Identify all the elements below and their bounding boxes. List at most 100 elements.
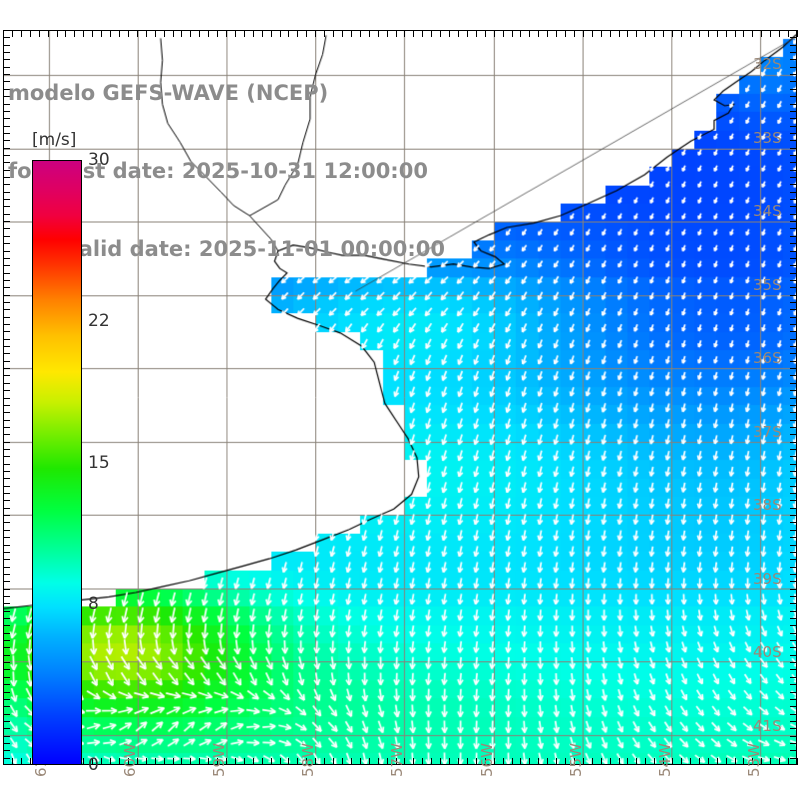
tick-left — [3, 287, 10, 289]
tick-left — [3, 52, 10, 54]
tick-bottom — [511, 758, 513, 765]
tick-bottom — [484, 758, 486, 765]
tick-bottom — [672, 758, 674, 765]
tick-left — [3, 346, 10, 348]
tick-right — [790, 404, 797, 406]
tick-top — [734, 30, 736, 37]
tick-right — [790, 353, 797, 355]
tick-left — [3, 110, 10, 112]
tick-top — [520, 30, 522, 37]
tick-right — [790, 412, 797, 414]
tick-bottom — [181, 758, 183, 765]
tick-top — [101, 30, 103, 37]
tick-top — [386, 30, 388, 37]
tick-top — [288, 30, 290, 37]
tick-left — [3, 88, 10, 90]
tick-bottom — [689, 758, 691, 765]
tick-right — [790, 654, 797, 656]
tick-bottom — [145, 758, 147, 765]
tick-left — [3, 632, 10, 634]
tick-right — [790, 698, 797, 700]
tick-left — [3, 228, 10, 230]
tick-right — [790, 441, 797, 443]
tick-top — [431, 30, 433, 37]
tick-top — [672, 30, 674, 37]
tick-bottom — [431, 758, 433, 765]
tick-left — [3, 44, 10, 46]
tick-top — [538, 30, 540, 37]
tick-bottom — [404, 758, 406, 765]
tick-left — [3, 382, 10, 384]
tick-bottom — [618, 758, 620, 765]
tick-bottom — [190, 758, 192, 765]
tick-right — [790, 324, 797, 325]
tick-bottom — [716, 758, 718, 765]
tick-left — [3, 735, 10, 737]
tick-bottom — [582, 758, 584, 765]
tick-top — [29, 30, 31, 37]
tick-bottom — [654, 758, 656, 765]
tick-left — [3, 30, 10, 31]
tick-left — [3, 177, 10, 178]
tick-top — [654, 30, 656, 37]
tick-bottom — [725, 758, 727, 765]
tick-bottom — [118, 758, 120, 765]
tick-top — [217, 30, 219, 37]
tick-left — [3, 625, 10, 627]
tick-top — [788, 30, 790, 37]
tick-top — [466, 30, 468, 37]
tick-right — [790, 154, 797, 156]
tick-left — [3, 191, 10, 193]
tick-right — [790, 544, 797, 546]
tick-left — [3, 662, 10, 664]
tick-bottom — [306, 758, 308, 765]
lon-label-54W: 54W — [656, 743, 675, 777]
tick-top — [404, 30, 406, 37]
tick-left — [3, 706, 10, 708]
tick-bottom — [386, 758, 388, 765]
tick-top — [315, 30, 317, 37]
tick-right — [790, 559, 797, 561]
tick-bottom — [101, 758, 103, 765]
tick-right — [790, 250, 797, 252]
tick-left — [3, 324, 10, 325]
tick-top — [368, 30, 370, 37]
tick-top — [449, 30, 451, 37]
tick-bottom — [333, 758, 335, 765]
tick-bottom — [83, 758, 85, 765]
tick-right — [790, 301, 797, 303]
tick-bottom — [20, 758, 22, 765]
tick-top — [154, 30, 156, 37]
tick-left — [3, 257, 10, 259]
tick-left — [3, 368, 10, 370]
tick-left — [3, 147, 10, 149]
tick-left — [3, 353, 10, 355]
tick-right — [790, 713, 797, 715]
tick-top — [636, 30, 638, 37]
tick-bottom — [475, 758, 477, 765]
tick-top — [475, 30, 477, 37]
tick-right — [790, 595, 797, 597]
tick-bottom — [217, 758, 219, 765]
tick-left — [3, 485, 10, 487]
tick-left — [3, 581, 10, 583]
tick-left — [3, 698, 10, 700]
colorbar-tick-0: 0 — [88, 755, 99, 775]
tick-left — [3, 544, 10, 546]
tick-right — [790, 37, 797, 39]
tick-right — [790, 316, 797, 318]
tick-left — [3, 573, 10, 575]
tick-left — [3, 713, 10, 715]
tick-right — [790, 419, 797, 421]
tick-bottom — [698, 758, 700, 765]
tick-left — [3, 37, 10, 39]
tick-left — [3, 66, 10, 68]
tick-bottom — [609, 758, 611, 765]
tick-top — [163, 30, 165, 37]
lon-label-55W: 55W — [566, 743, 585, 777]
tick-left — [3, 493, 10, 495]
tick-bottom — [92, 758, 94, 765]
tick-right — [790, 434, 797, 436]
tick-right — [790, 206, 797, 208]
